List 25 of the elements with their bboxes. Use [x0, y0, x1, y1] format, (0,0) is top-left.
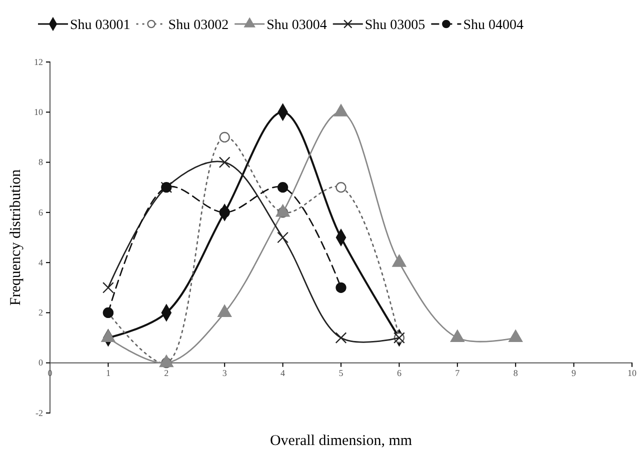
y-tick-label: 2 [38, 308, 43, 318]
x-tick-label: 6 [396, 368, 402, 378]
legend-label: Shu 03005 [364, 18, 426, 33]
y-tick-label: 6 [38, 207, 44, 218]
x-tick-label: 9 [572, 368, 577, 378]
y-tick-label: 0 [38, 358, 44, 368]
x-tick-label: 3 [222, 368, 228, 378]
x-tick-label: 4 [280, 368, 286, 378]
y-tick-label: 10 [34, 107, 44, 118]
legend-label: Shu 03004 [266, 18, 327, 33]
legend-label: Shu 03001 [70, 18, 130, 33]
y-tick-label: 4 [38, 257, 44, 268]
legend-label: Shu 04004 [463, 18, 524, 33]
x-tick-label: 10 [628, 368, 637, 378]
x-tick-label: 5 [338, 368, 344, 378]
legend-label: Shu 03002 [168, 18, 229, 33]
y-tick-label: 8 [38, 157, 44, 168]
y-tick-label: -2 [36, 408, 43, 418]
y-axis-title: Frequency distribution [8, 168, 24, 306]
x-tick-label: 1 [106, 368, 110, 378]
x-axis-title: Overall dimension, mm [270, 433, 412, 449]
x-tick-label: 2 [164, 368, 169, 378]
y-tick-label: 12 [34, 56, 43, 67]
x-tick-label: 8 [513, 368, 518, 378]
x-tick-label: 7 [455, 368, 460, 378]
